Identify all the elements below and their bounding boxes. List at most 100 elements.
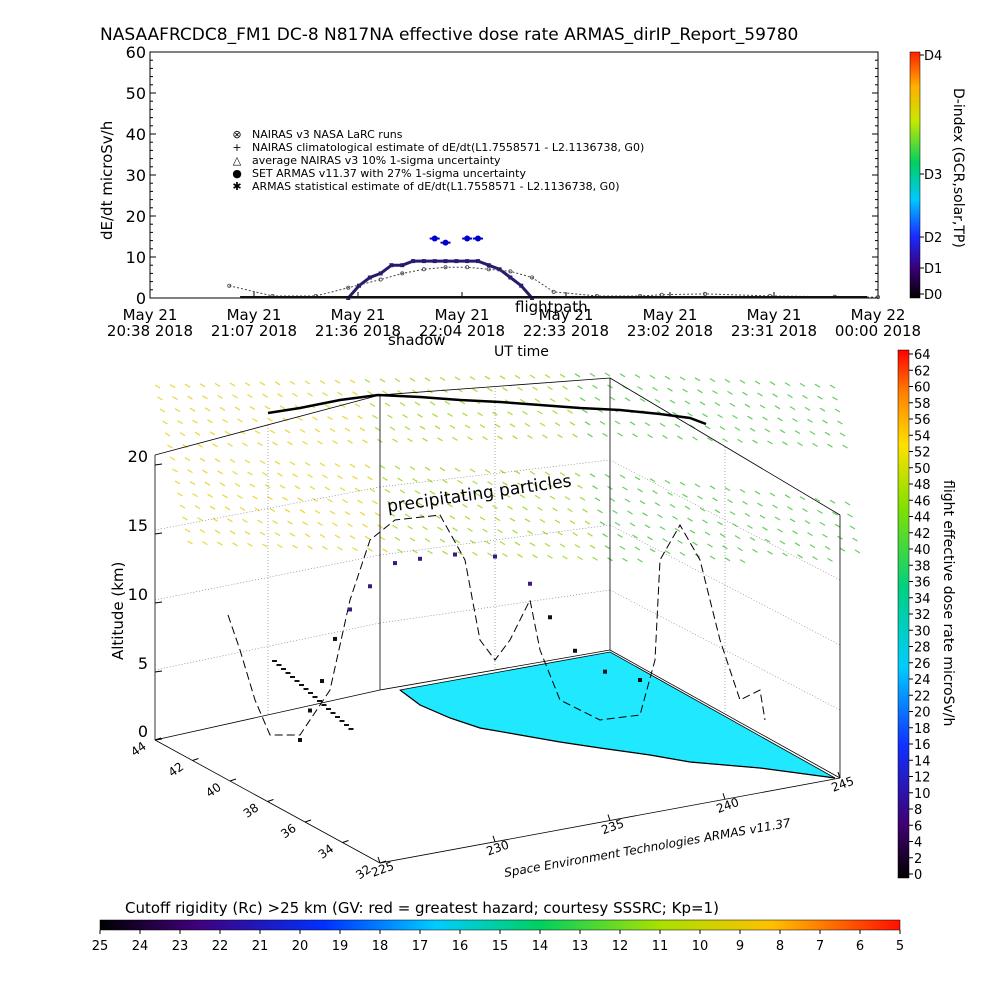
nairas-point [443, 265, 448, 270]
particle-mark [502, 553, 508, 558]
particle-mark [667, 491, 673, 496]
particle-mark [389, 426, 396, 431]
particle-mark [532, 482, 538, 487]
particle-mark [667, 387, 673, 392]
dose-rate-tick-label: 14 [914, 754, 931, 769]
credit-label: Space Environment Technologies ARMAS v11… [503, 816, 792, 880]
particle-mark [192, 419, 198, 424]
particle-mark [267, 496, 273, 501]
particle-mark [527, 530, 533, 535]
particle-mark [247, 542, 253, 547]
particle-mark [784, 494, 791, 499]
particle-mark [619, 373, 626, 378]
particle-mark [787, 394, 793, 399]
particle-mark [412, 478, 418, 483]
particle-mark [349, 535, 356, 540]
nairas-point [703, 291, 708, 296]
particle-mark [464, 424, 471, 429]
particle-mark [649, 548, 656, 553]
particle-mark [197, 517, 203, 522]
particle-mark [827, 443, 833, 448]
particle-mark [722, 438, 728, 443]
nairas-line [229, 266, 879, 298]
armas-point [486, 263, 491, 268]
particle-mark [437, 526, 443, 531]
cutoff-rigidity-tick-label: 18 [372, 939, 389, 954]
cutoff-rigidity-tick-label: 20 [292, 939, 309, 954]
particle-mark [529, 470, 536, 475]
armas-point [454, 259, 459, 264]
x-tick-time: 23:02 2018 [627, 322, 713, 340]
particle-mark [539, 518, 546, 523]
nairas-point [421, 267, 426, 272]
particle-mark [369, 402, 376, 407]
particle-mark [502, 481, 508, 486]
particle-mark [579, 496, 586, 501]
particle-mark [452, 527, 458, 532]
x-tick-date: May 21 [331, 306, 386, 324]
particle-mark [717, 521, 723, 526]
lat-tick [229, 778, 237, 782]
particle-mark [754, 380, 761, 385]
particle-mark [317, 440, 323, 445]
particle-mark [402, 501, 408, 506]
particle-mark [754, 490, 761, 495]
particle-mark [442, 479, 448, 484]
particle-mark [799, 382, 806, 387]
particle-mark [797, 442, 803, 447]
particle-mark [222, 418, 228, 423]
particle-mark [249, 406, 256, 411]
particle-mark [689, 529, 696, 534]
particle-mark [262, 393, 268, 398]
altitude-axis-label: Altitude (km) [109, 562, 127, 660]
dose-rate-tick-label: 18 [914, 722, 931, 737]
particle-mark [227, 442, 233, 447]
dose-rate-tick-label: 44 [914, 511, 931, 526]
armas-point [432, 259, 437, 264]
particle-mark [397, 477, 403, 482]
particle-mark [237, 494, 243, 499]
particle-mark [212, 443, 218, 448]
particle-mark [742, 391, 748, 396]
cutoff-rigidity-tick-label: 25 [92, 939, 109, 954]
particle-mark [432, 502, 438, 507]
particle-mark [454, 467, 461, 472]
dose-rate-tick-label: 50 [914, 462, 931, 477]
particle-mark [604, 372, 611, 377]
particle-mark [817, 509, 823, 514]
particle-mark [289, 380, 296, 385]
particle-mark [779, 540, 786, 545]
flight-track-point [493, 554, 497, 559]
lat-tick [267, 799, 274, 802]
time-series-panel: NASAAFRCDC8_FM1 DC-8 N817NA effective do… [98, 25, 966, 360]
particle-mark [704, 425, 711, 430]
particle-mark [482, 528, 488, 533]
particle-mark [644, 422, 651, 427]
particle-mark [747, 415, 753, 420]
particle-mark [229, 458, 236, 463]
particle-mark [789, 518, 796, 523]
nairas-point [551, 289, 556, 294]
particle-mark [417, 413, 423, 418]
particle-mark [469, 539, 476, 544]
particle-mark [229, 530, 236, 535]
particle-mark [792, 418, 798, 423]
particle-mark [594, 396, 601, 401]
particle-mark [387, 500, 393, 505]
particle-mark [517, 386, 523, 391]
particle-mark [709, 485, 716, 490]
particle-mark [234, 482, 241, 487]
particle-mark [729, 402, 736, 407]
particle-mark [597, 509, 603, 514]
particle-mark [617, 432, 623, 437]
particle-mark [227, 518, 233, 523]
particle-mark [629, 421, 636, 426]
particle-mark [292, 392, 298, 397]
legend-symbol: ✱ [232, 180, 241, 193]
particle-mark [379, 464, 386, 469]
ascent-mark [285, 672, 291, 674]
particle-mark [269, 508, 276, 513]
x-tick-date: May 21 [539, 306, 594, 324]
particle-mark [629, 522, 636, 527]
